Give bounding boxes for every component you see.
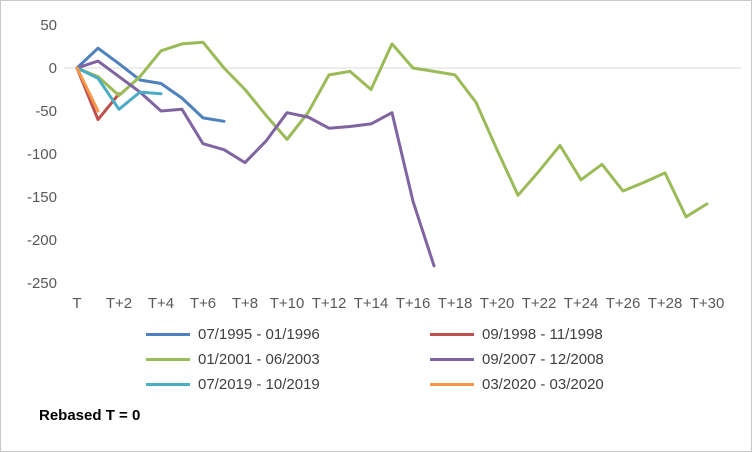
series-line-3 — [75, 40, 709, 219]
x-axis-tick-label: T+4 — [148, 295, 174, 312]
y-axis-tick-label: -150 — [27, 189, 57, 206]
chart-legend: 07/1995 - 01/1996 09/1998 - 11/1998 01/200… — [146, 323, 670, 395]
legend-item: 09/1998 - 11/1998 — [430, 323, 670, 345]
legend-label: 07/1995 - 01/1996 — [198, 325, 320, 343]
x-axis-tick-label: T+26 — [606, 295, 641, 312]
series-line-6 — [75, 66, 100, 113]
legend-label: 09/1998 - 11/1998 — [482, 325, 603, 343]
legend-item: 07/1995 - 01/1996 — [146, 323, 430, 345]
y-axis-tick-label: -100 — [27, 146, 57, 163]
legend-item: 01/2001 - 06/2003 — [146, 348, 430, 370]
legend-label: 03/2020 - 03/2020 — [482, 375, 604, 393]
x-axis-tick-label: T+18 — [438, 295, 473, 312]
x-axis-tick-label: T — [72, 295, 81, 312]
y-axis-tick-label: -200 — [27, 232, 57, 249]
legend-swatch — [430, 332, 474, 336]
y-axis-tick-label: -250 — [27, 275, 57, 292]
x-axis-tick-label: T+24 — [564, 295, 599, 312]
x-axis-tick-label: T+14 — [354, 295, 389, 312]
line-chart-plot: 50 0 -50 -100 -150 -200 -250 T T+2 T+4 T+6 T+8 T+10 T… — [27, 17, 741, 312]
y-axis-tick-label: 0 — [49, 60, 57, 77]
legend-swatch — [430, 382, 474, 386]
series-line-4 — [75, 59, 436, 268]
x-axis-tick-label: T+28 — [648, 295, 683, 312]
legend-swatch — [146, 382, 190, 386]
legend-label: 09/2007 - 12/2008 — [482, 350, 604, 368]
x-axis-tick-label: T+2 — [106, 295, 132, 312]
x-axis-tick-label: T+10 — [270, 295, 305, 312]
legend-swatch — [146, 357, 190, 361]
footnote: Rebased T = 0 — [39, 407, 141, 424]
x-axis-tick-label: T+22 — [522, 295, 557, 312]
x-axis-tick-label: T+20 — [480, 295, 515, 312]
legend-item: 03/2020 - 03/2020 — [430, 373, 670, 395]
legend-swatch — [430, 357, 474, 361]
legend-label: 07/2019 - 10/2019 — [198, 375, 320, 393]
legend-item: 07/2019 - 10/2019 — [146, 373, 430, 395]
y-axis-tick-label: -50 — [35, 103, 57, 120]
legend-label: 01/2001 - 06/2003 — [198, 350, 320, 368]
series-line-5 — [75, 66, 163, 111]
legend-item: 09/2007 - 12/2008 — [430, 348, 670, 370]
x-axis-tick-label: T+6 — [190, 295, 216, 312]
x-axis-tick-label: T+12 — [312, 295, 347, 312]
y-axis-tick-label: 50 — [40, 17, 57, 34]
x-axis-tick-label: T+16 — [396, 295, 431, 312]
x-axis-tick-label: T+30 — [690, 295, 725, 312]
x-axis-tick-label: T+8 — [232, 295, 258, 312]
series-line-1 — [75, 46, 226, 123]
legend-swatch — [146, 332, 190, 336]
